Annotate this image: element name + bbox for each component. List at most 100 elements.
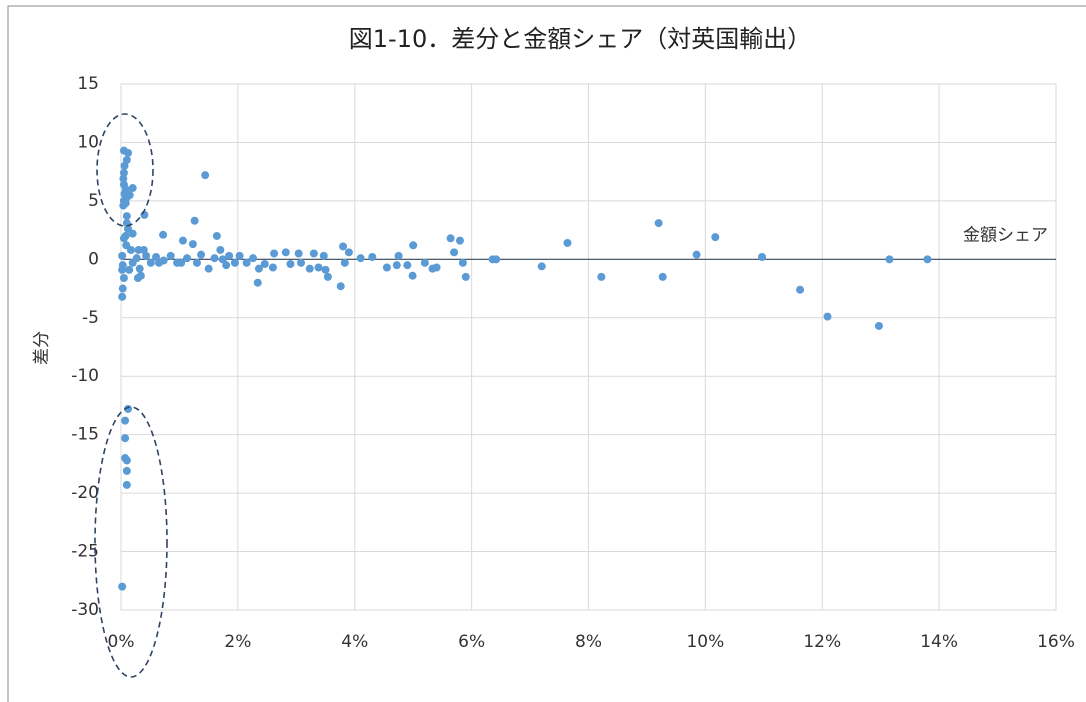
- point: [242, 258, 251, 267]
- point: [420, 258, 429, 267]
- point: [128, 229, 137, 238]
- x-tick-label: 2%: [224, 632, 251, 652]
- x-tick-label: 16%: [1037, 632, 1075, 652]
- point: [409, 241, 418, 250]
- point: [260, 260, 269, 269]
- chart-title: 図1-10．差分と金額シェア（対英国輸出）: [349, 25, 811, 53]
- point: [120, 161, 129, 170]
- point: [122, 212, 131, 221]
- point: [461, 272, 470, 281]
- point: [121, 416, 130, 425]
- point: [140, 210, 149, 219]
- point: [122, 456, 131, 465]
- point: [154, 258, 163, 267]
- point: [122, 480, 131, 489]
- y-tick-label: -30: [71, 600, 99, 620]
- point: [121, 231, 130, 240]
- point: [124, 404, 133, 413]
- point: [319, 251, 328, 260]
- y-tick-label: 15: [77, 74, 99, 94]
- point: [344, 248, 353, 257]
- point: [119, 274, 128, 283]
- point: [218, 255, 227, 264]
- point: [146, 258, 155, 267]
- x-tick-label: 4%: [341, 632, 368, 652]
- point: [368, 252, 377, 261]
- point: [225, 251, 234, 260]
- point: [321, 265, 330, 274]
- y-tick-label: 5: [88, 191, 99, 211]
- point: [212, 231, 221, 240]
- x-tick-label: 8%: [575, 632, 602, 652]
- point: [197, 250, 206, 259]
- point: [597, 272, 606, 281]
- point: [128, 184, 137, 193]
- point: [254, 264, 263, 273]
- point: [133, 274, 142, 283]
- point: [235, 251, 244, 260]
- point: [270, 249, 279, 258]
- point: [125, 191, 134, 200]
- point: [119, 174, 128, 183]
- point: [192, 258, 201, 267]
- point: [823, 312, 832, 321]
- point: [178, 236, 187, 245]
- point: [450, 248, 459, 257]
- point: [122, 241, 131, 250]
- point: [204, 264, 213, 273]
- point: [249, 254, 258, 263]
- y-tick-label: -5: [82, 308, 99, 328]
- y-axis-label: 差分: [32, 331, 52, 365]
- y-tick-label: -15: [71, 425, 99, 445]
- point: [294, 249, 303, 258]
- point: [382, 263, 391, 272]
- point: [432, 263, 441, 272]
- point: [183, 254, 192, 263]
- point: [188, 240, 197, 249]
- x-tick-label: 0%: [108, 632, 135, 652]
- y-tick-label: 0: [88, 249, 99, 269]
- point: [394, 251, 403, 260]
- point: [177, 258, 186, 267]
- point: [118, 292, 127, 301]
- point: [796, 285, 805, 294]
- point: [408, 271, 417, 280]
- point: [159, 230, 168, 239]
- point: [340, 258, 349, 267]
- point: [253, 278, 262, 287]
- point: [230, 258, 239, 267]
- point: [121, 434, 130, 443]
- highlight-ellipse: [94, 406, 168, 678]
- point: [658, 272, 667, 281]
- point: [492, 255, 501, 264]
- point: [119, 168, 128, 177]
- y-tick-label: -10: [71, 366, 99, 386]
- point: [711, 233, 720, 242]
- point: [281, 248, 290, 257]
- point: [125, 265, 134, 274]
- point: [403, 261, 412, 270]
- annotation: 金額シェア: [963, 225, 1048, 245]
- point: [458, 258, 467, 267]
- y-tick-label: -20: [71, 483, 99, 503]
- x-tick-label: 10%: [686, 632, 724, 652]
- y-tick-label: -25: [71, 542, 99, 562]
- point: [309, 249, 318, 258]
- frame: [7, 5, 1086, 702]
- point: [885, 255, 894, 264]
- y-tick-label: 10: [77, 132, 99, 152]
- point: [210, 254, 219, 263]
- point: [392, 261, 401, 270]
- point: [356, 254, 365, 263]
- point: [118, 582, 127, 591]
- point: [135, 264, 144, 273]
- point: [166, 251, 175, 260]
- point: [190, 216, 199, 225]
- point: [222, 261, 231, 270]
- point: [923, 255, 932, 264]
- point: [286, 260, 295, 269]
- point: [537, 262, 546, 271]
- point: [128, 258, 137, 267]
- point: [118, 251, 127, 260]
